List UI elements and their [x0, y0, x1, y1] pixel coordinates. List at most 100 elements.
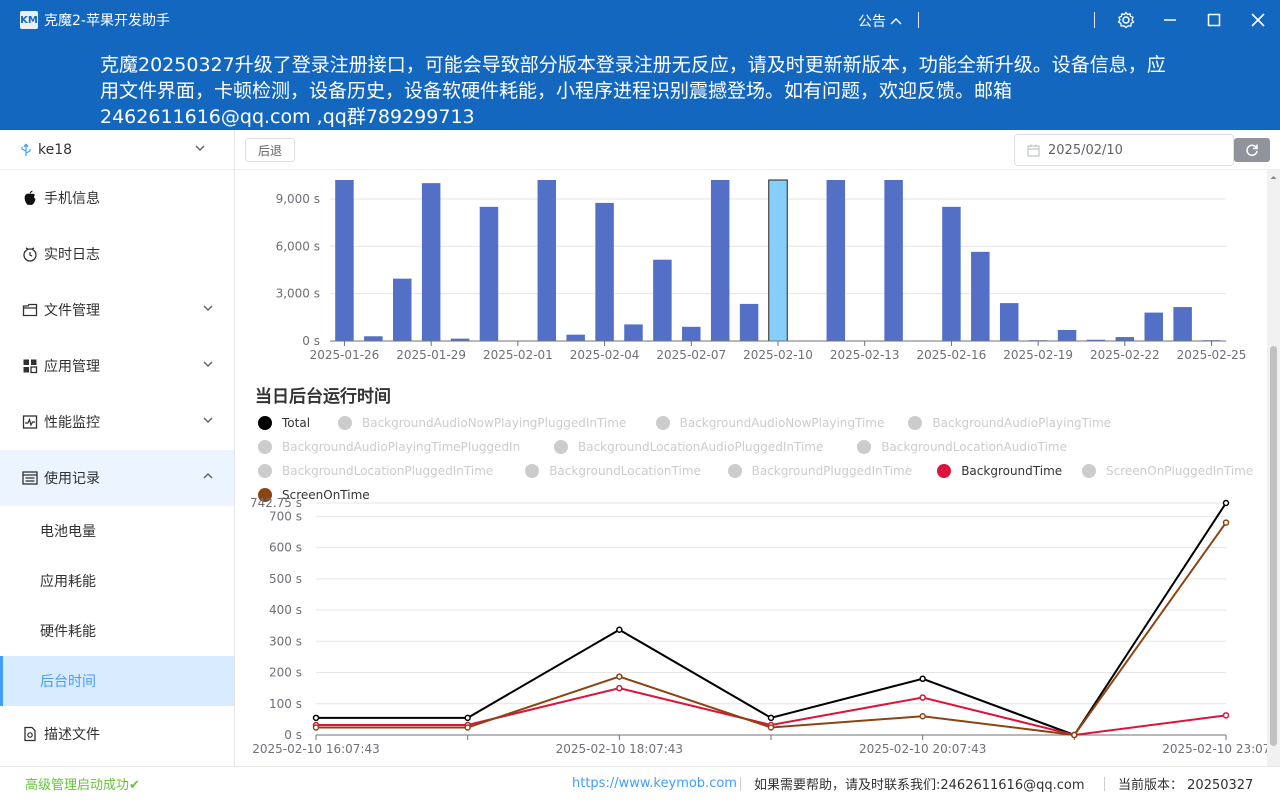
legend-item[interactable]: BackgroundAudioPlayingTime: [908, 416, 1111, 430]
legend-marker: [258, 464, 272, 478]
announcement-text: 克魔20250327升级了登录注册接口，可能会导致部分版本登录注册无反应，请及时…: [100, 54, 1166, 128]
data-point: [616, 626, 623, 633]
y-tick-label: 500 s: [269, 572, 302, 586]
data-point: [616, 684, 623, 692]
legend-item[interactable]: BackgroundAudioNowPlayingPluggedInTime: [338, 416, 626, 430]
close-button[interactable]: [1246, 8, 1270, 32]
sidebar-item-file-manager[interactable]: 文件管理: [0, 282, 234, 338]
legend-item[interactable]: ScreenOnPluggedInTime: [1082, 464, 1253, 478]
sidebar-item-label: 使用记录: [44, 471, 100, 487]
profile-icon: [22, 726, 38, 742]
chevron-down-icon: [195, 145, 205, 151]
app-logo: KM: [20, 11, 38, 29]
legend-label: BackgroundTime: [961, 464, 1063, 478]
date-picker[interactable]: 2025/02/10: [1014, 134, 1234, 166]
legend-marker: [727, 464, 742, 478]
bar: [479, 206, 499, 341]
sidebar-item-performance[interactable]: 性能监控: [0, 394, 234, 450]
app-title: 克魔2-苹果开发助手: [44, 13, 170, 29]
apps-icon: [22, 358, 38, 374]
legend-marker: [655, 416, 670, 430]
bar: [768, 179, 788, 342]
x-tick-label: 2025-02-10: [743, 348, 813, 362]
chevron-down-icon: [203, 417, 213, 423]
data-point: [767, 714, 775, 722]
device-name: ke18: [38, 141, 73, 158]
x-tick-label: 2025-02-10 16:07:43: [252, 742, 379, 756]
x-tick-label: 2025-01-29: [396, 348, 466, 362]
legend-item[interactable]: BackgroundLocationPluggedInTime: [258, 464, 493, 478]
legend-item[interactable]: BackgroundPluggedInTime: [727, 464, 913, 478]
scrollbar[interactable]: [1267, 170, 1280, 766]
minimize-icon: [1164, 19, 1176, 21]
title-bar: KM 克魔2-苹果开发助手 公告: [0, 0, 1280, 40]
x-tick-label: 2025-01-26: [310, 348, 380, 362]
legend-item[interactable]: BackgroundLocationTime: [525, 464, 701, 478]
legend-marker: [338, 416, 352, 430]
bar: [710, 180, 730, 341]
gear-icon: [1117, 11, 1135, 29]
bar: [1057, 329, 1077, 341]
data-point: [1071, 731, 1078, 739]
chart-area: 0 s 3,000 s 6,000 s 9,000 s 2025-01-26 2025-0…: [236, 170, 1268, 766]
refresh-button[interactable]: [1234, 138, 1270, 162]
sidebar-item-profile[interactable]: 描述文件: [0, 706, 234, 762]
daily-bar-chart: 0 s 3,000 s 6,000 s 9,000 s 2025-01-26 2025-0…: [276, 179, 1246, 362]
sidebar-subitem-battery[interactable]: 电池电量: [40, 524, 96, 540]
bar: [421, 183, 441, 341]
status-divider: [740, 777, 741, 791]
status-divider: [1104, 777, 1105, 791]
legend-marker: [908, 416, 923, 430]
sidebar-item-phone-info[interactable]: 手机信息: [0, 170, 234, 226]
legend-marker: [937, 464, 952, 478]
chevron-down-icon: [203, 305, 213, 311]
log-icon: [22, 246, 38, 262]
bar: [335, 180, 354, 341]
sidebar-subitem-hardware-energy[interactable]: 硬件耗能: [40, 624, 96, 640]
website-link[interactable]: https://www.keymob.com: [572, 776, 737, 791]
notice-toggle[interactable]: 公告: [858, 11, 902, 31]
legend-marker: [258, 416, 272, 430]
x-tick-label: 2025-02-10 18:07:43: [556, 742, 683, 756]
sidebar-item-realtime-log[interactable]: 实时日志: [0, 226, 234, 282]
settings-button[interactable]: [1114, 8, 1138, 32]
legend-label: BackgroundAudioNowPlayingTime: [679, 416, 885, 430]
scroll-thumb[interactable]: [1270, 346, 1277, 746]
sidebar-subitem-background-time[interactable]: 后台时间: [0, 656, 234, 706]
maximize-button[interactable]: [1202, 8, 1226, 32]
legend-label: BackgroundPluggedInTime: [751, 464, 913, 478]
legend-item[interactable]: ScreenOnTime: [258, 488, 370, 502]
minimize-button[interactable]: [1158, 8, 1182, 32]
back-button[interactable]: 后退: [245, 138, 295, 162]
sidebar-subitem-app-energy[interactable]: 应用耗能: [40, 574, 96, 590]
legend-item[interactable]: BackgroundLocationAudioTime: [857, 440, 1067, 454]
y-tick-label: 0 s: [302, 334, 320, 348]
bar: [393, 278, 412, 341]
legend-item[interactable]: BackgroundTime: [937, 464, 1062, 478]
series-line: [316, 522, 1227, 737]
sidebar-item-label: 实时日志: [44, 247, 100, 263]
legend-item[interactable]: Total: [258, 416, 310, 430]
device-select[interactable]: ke18: [0, 130, 234, 170]
bar: [682, 326, 701, 341]
sidebar-item-usage-record[interactable]: 使用记录: [0, 450, 234, 506]
scroll-up-icon: [1270, 176, 1277, 179]
x-tick-label: 2025-02-13: [830, 348, 900, 362]
bar: [942, 206, 961, 341]
legend-item[interactable]: BackgroundAudioNowPlayingTime: [655, 416, 885, 430]
data-point: [1222, 519, 1230, 526]
bar: [971, 251, 990, 341]
record-icon: [22, 470, 38, 486]
legend-marker: [554, 440, 568, 454]
legend-label: BackgroundLocationPluggedInTime: [282, 464, 494, 478]
legend-marker: [258, 488, 272, 502]
legend-item[interactable]: BackgroundLocationAudioPluggedInTime: [554, 440, 823, 454]
calendar-icon: [1027, 144, 1040, 157]
chevron-up-icon: [890, 18, 902, 25]
chevron-down-icon: [203, 361, 213, 367]
sidebar-item-app-manager[interactable]: 应用管理: [0, 338, 234, 394]
data-point: [464, 714, 471, 722]
legend-item[interactable]: BackgroundAudioPlayingTimePluggedIn: [258, 440, 520, 454]
data-point: [312, 724, 320, 731]
legend-label: BackgroundAudioNowPlayingPluggedInTime: [362, 416, 627, 430]
